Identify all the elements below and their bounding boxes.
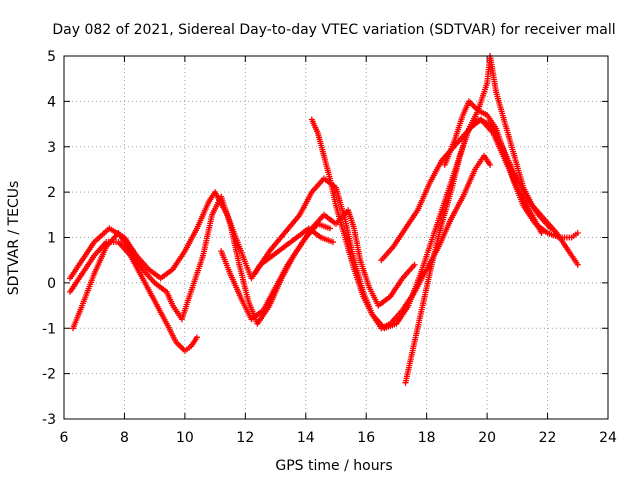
x-tick-label: 24 <box>599 430 617 446</box>
x-tick-label: 12 <box>236 430 254 446</box>
grid <box>64 56 608 419</box>
data-marks <box>67 53 581 386</box>
x-tick-label: 6 <box>60 430 69 446</box>
series-track-8 <box>402 107 581 386</box>
data-point <box>193 334 200 341</box>
y-tick-label: 5 <box>47 49 56 65</box>
x-tick-label: 16 <box>357 430 375 446</box>
chart-title: Day 082 of 2021, Sidereal Day-to-day VTE… <box>52 22 615 38</box>
series-track-9 <box>441 53 581 268</box>
y-tick-label: 3 <box>47 140 56 156</box>
series-track-1 <box>67 189 336 282</box>
y-tick-label: -1 <box>42 321 56 337</box>
y-tick-label: 4 <box>47 94 56 110</box>
y-tick-label: -3 <box>42 412 56 428</box>
x-tick-label: 22 <box>539 430 557 446</box>
y-tick-labels: -3 -2 -1 0 1 2 3 4 5 <box>42 49 56 428</box>
y-tick-label: 1 <box>47 231 56 247</box>
x-axis-label: GPS time / hours <box>275 458 392 474</box>
plot-frame <box>63 55 609 420</box>
data-point <box>411 261 418 268</box>
y-tick-label: 2 <box>47 185 56 201</box>
data-point <box>329 239 336 246</box>
y-tick-label: 0 <box>47 276 56 292</box>
x-tick-label: 8 <box>120 430 129 446</box>
y-axis-label: SDTVAR / TECUs <box>6 181 22 296</box>
data-point <box>487 161 494 168</box>
x-tick-label: 14 <box>297 430 315 446</box>
y-tick-label: -2 <box>42 367 56 383</box>
x-tick-label: 10 <box>176 430 194 446</box>
x-tick-label: 20 <box>478 430 496 446</box>
data-point <box>574 261 581 268</box>
data-point <box>574 229 581 236</box>
data-point <box>326 225 333 232</box>
x-tick-labels: 6 8 10 12 14 16 18 20 22 24 <box>60 430 617 446</box>
series-track-4 <box>218 207 418 323</box>
x-tick-label: 18 <box>418 430 436 446</box>
